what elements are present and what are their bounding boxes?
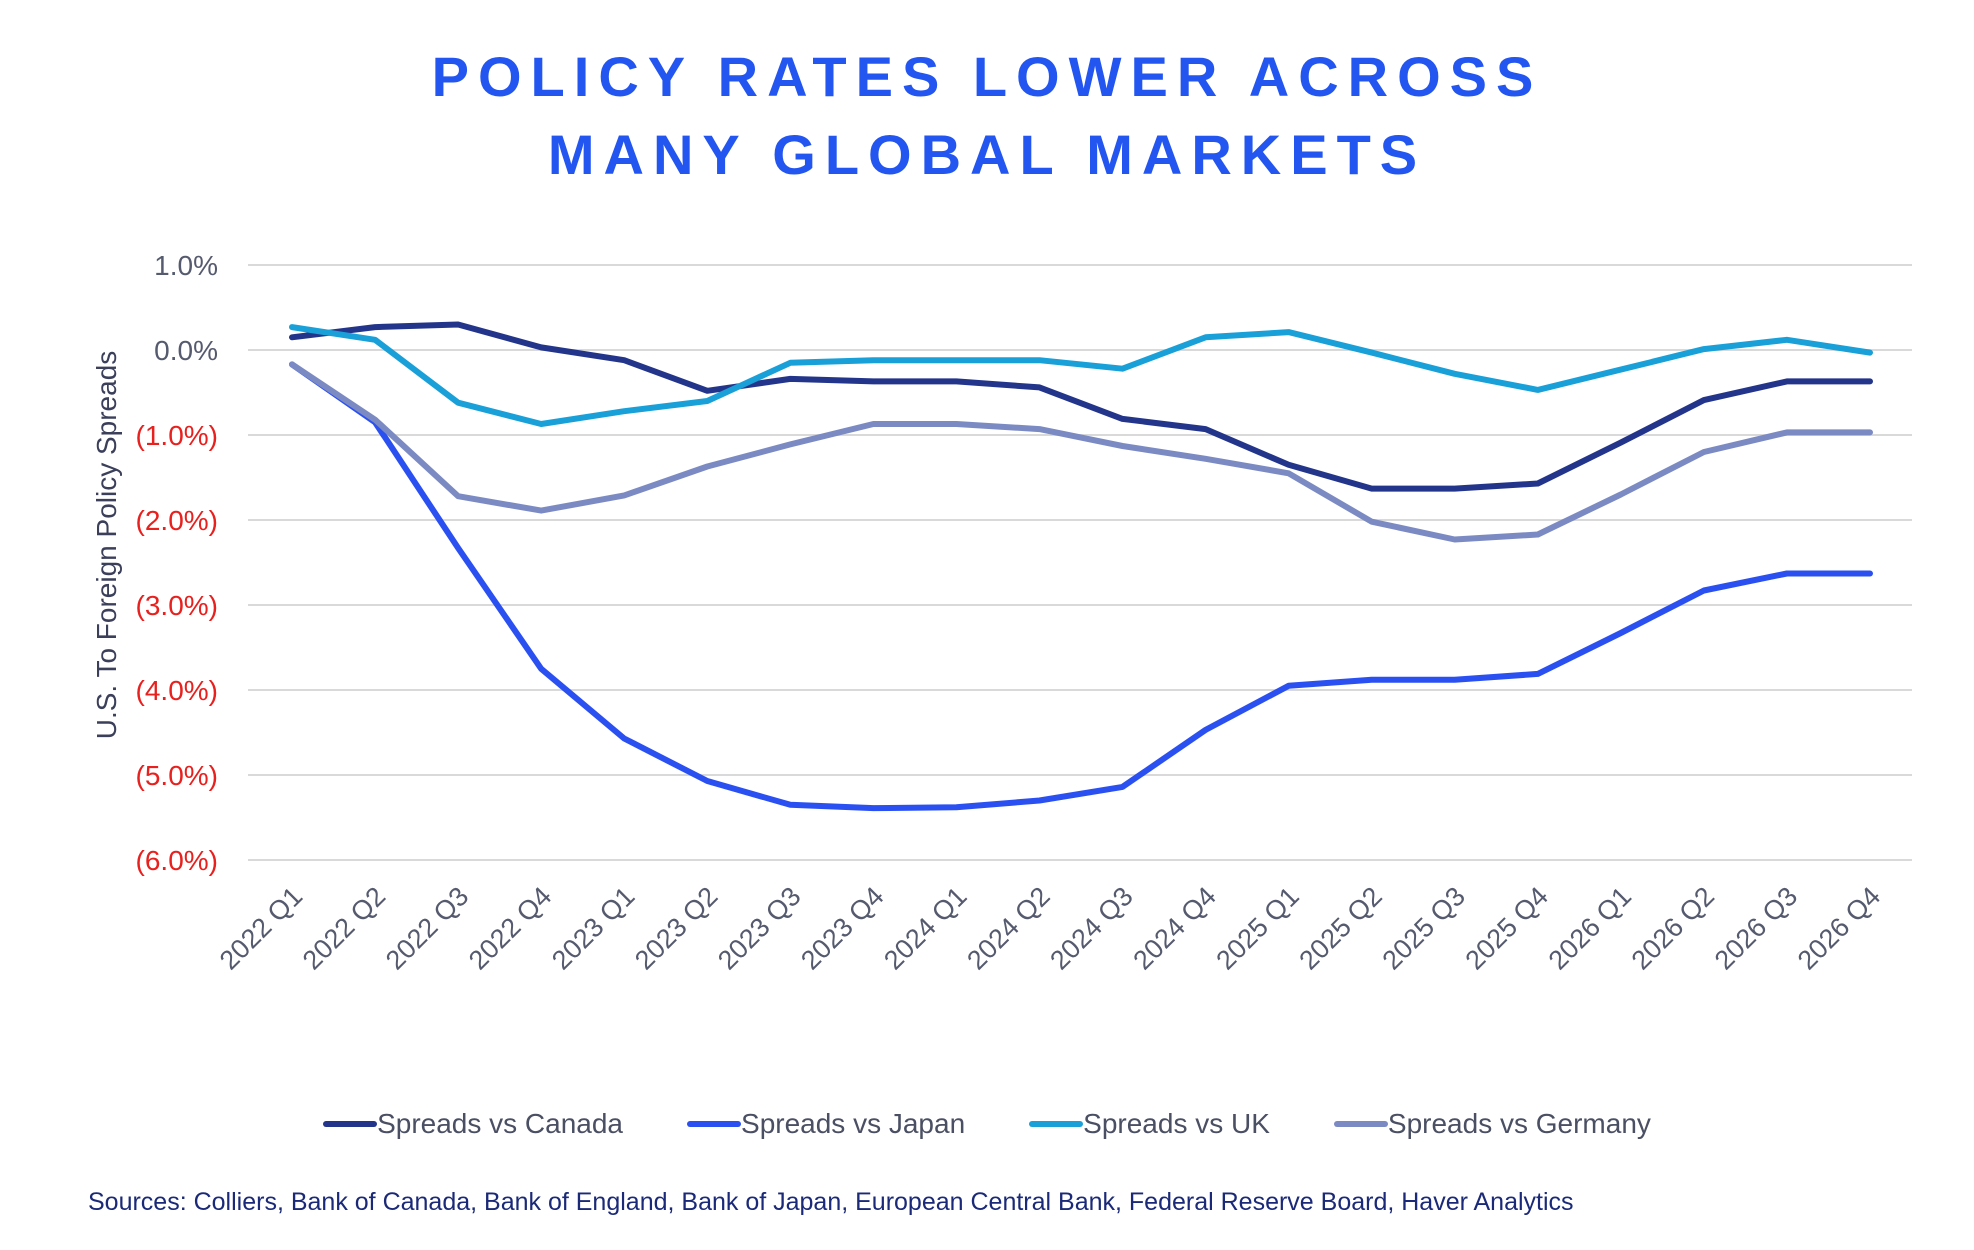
series-line-spreads-vs-canada xyxy=(289,321,1873,492)
y-tick-label: (5.0%) xyxy=(136,760,218,791)
y-tick-label: (4.0%) xyxy=(136,675,218,706)
series-lines xyxy=(289,321,1873,812)
x-tick-label: 2022 Q1 xyxy=(214,881,308,975)
x-tick-label: 2025 Q3 xyxy=(1377,881,1471,975)
x-tick-label: 2022 Q2 xyxy=(297,881,391,975)
y-tick-label: (6.0%) xyxy=(136,845,218,876)
chart-title-line-2: MANY GLOBAL MARKETS xyxy=(547,123,1427,186)
series-line-spreads-vs-germany xyxy=(289,361,1873,543)
legend-label: Spreads vs UK xyxy=(1083,1108,1270,1139)
series-line-spreads-vs-japan xyxy=(289,361,1873,812)
series-line-spreads-vs-uk xyxy=(289,324,1873,427)
x-tick-label: 2026 Q4 xyxy=(1792,881,1886,975)
x-tick-label: 2023 Q2 xyxy=(629,881,723,975)
x-tick-label: 2025 Q2 xyxy=(1293,881,1387,975)
x-tick-label: 2026 Q3 xyxy=(1709,881,1803,975)
x-tick-label: 2024 Q1 xyxy=(878,881,972,975)
x-tick-label: 2025 Q4 xyxy=(1460,881,1554,975)
legend-swatch xyxy=(687,1121,742,1127)
legend-swatch xyxy=(323,1121,378,1127)
y-axis-ticks: 1.0% 0.0% (1.0%) (2.0%) (3.0%) (4.0%) (5.0%) (6… xyxy=(136,250,218,876)
x-tick-label: 2026 Q1 xyxy=(1543,881,1637,975)
x-tick-label: 2024 Q2 xyxy=(961,881,1055,975)
x-tick-label: 2022 Q4 xyxy=(463,881,557,975)
legend-label: Spreads vs Germany xyxy=(1387,1108,1651,1139)
line-chart: 1.0% 0.0% (1.0%) (2.0%) (3.0%) (4.0%) (5.0%) (6… xyxy=(91,250,1912,975)
x-tick-label: 2024 Q4 xyxy=(1127,881,1221,975)
y-axis-label: U.S. To Foreign Policy Spreads xyxy=(91,351,122,740)
legend-item: Spreads vs Germany xyxy=(1333,1108,1651,1140)
gridlines xyxy=(248,264,1912,861)
x-tick-label: 2025 Q1 xyxy=(1210,881,1304,975)
x-tick-label: 2024 Q3 xyxy=(1044,881,1138,975)
y-tick-label: (2.0%) xyxy=(136,505,218,536)
y-tick-label: (1.0%) xyxy=(136,420,218,451)
chart-title: POLICY RATES LOWER ACROSS MANY GLOBAL MA… xyxy=(0,38,1974,194)
legend-swatch xyxy=(1333,1121,1388,1127)
x-tick-label: 2026 Q2 xyxy=(1626,881,1720,975)
legend-label: Spreads vs Canada xyxy=(377,1108,624,1139)
legend-swatch xyxy=(1029,1121,1084,1127)
chart-legend: Spreads vs Canada Spreads vs Japan Spreads… xyxy=(0,1108,1974,1140)
y-tick-label: 0.0% xyxy=(154,335,218,366)
source-note: Sources: Colliers, Bank of Canada, Bank … xyxy=(88,1188,1574,1216)
legend-label: Spreads vs Japan xyxy=(741,1108,966,1139)
legend-item: Spreads vs Japan xyxy=(687,1108,965,1140)
y-tick-label: 1.0% xyxy=(154,250,218,281)
legend-item: Spreads vs UK xyxy=(1029,1108,1270,1140)
x-tick-label: 2022 Q3 xyxy=(380,881,474,975)
y-tick-label: (3.0%) xyxy=(136,590,218,621)
chart-title-line-1: POLICY RATES LOWER ACROSS xyxy=(431,45,1543,108)
x-tick-label: 2023 Q1 xyxy=(546,881,640,975)
legend-item: Spreads vs Canada xyxy=(323,1108,623,1140)
x-tick-label: 2023 Q4 xyxy=(795,881,889,975)
x-tick-label: 2023 Q3 xyxy=(712,881,806,975)
